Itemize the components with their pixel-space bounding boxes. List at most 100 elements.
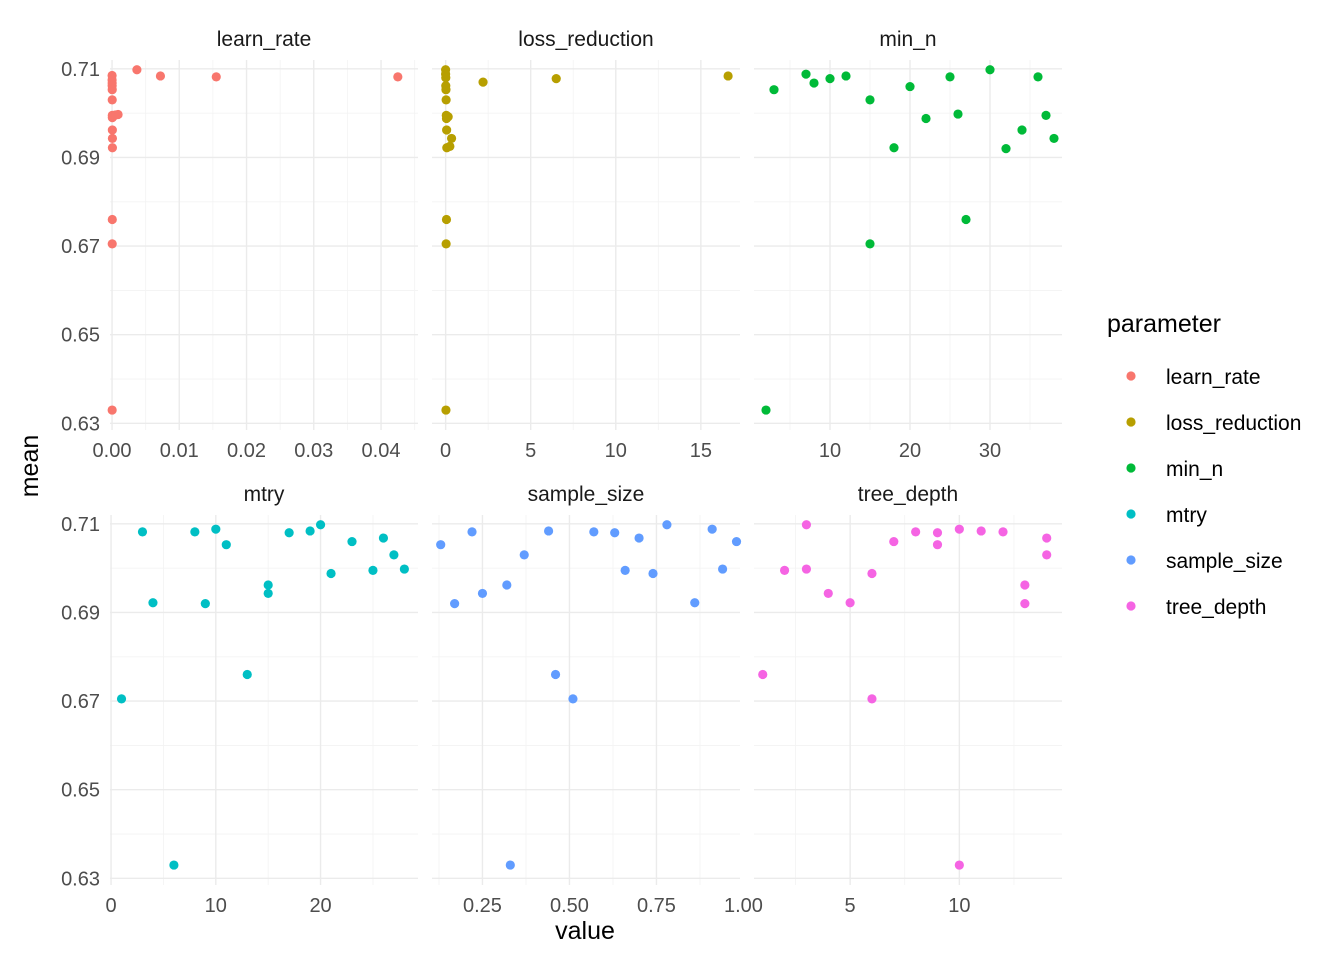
data-point xyxy=(441,214,452,225)
x-tick-label: 0.50 xyxy=(550,895,589,917)
data-point xyxy=(662,520,672,530)
data-point xyxy=(148,598,158,608)
data-point xyxy=(200,599,210,609)
data-point xyxy=(399,564,409,574)
legend-label: mtry xyxy=(1166,504,1207,527)
data-point xyxy=(443,112,453,122)
facet-strip-label: learn_rate xyxy=(217,28,312,51)
y-tick-label: 0.67 xyxy=(61,236,100,258)
y-tick-label: 0.65 xyxy=(61,780,100,802)
facet-strip-label: tree_depth xyxy=(858,483,958,506)
data-point xyxy=(889,143,899,153)
data-point xyxy=(961,214,971,225)
legend-label: learn_rate xyxy=(1166,366,1261,389)
y-tick-label: 0.69 xyxy=(61,602,100,624)
legend-key xyxy=(1126,417,1136,427)
data-point xyxy=(1042,533,1052,543)
data-point xyxy=(393,72,403,82)
data-point xyxy=(1033,72,1043,82)
legend-title: parameter xyxy=(1107,310,1221,338)
x-tick-label: 0 xyxy=(440,440,451,462)
data-point xyxy=(505,860,515,870)
data-point xyxy=(867,694,877,704)
x-tick-label: 0.00 xyxy=(93,440,132,462)
data-point xyxy=(905,81,915,92)
x-tick-label: 0.25 xyxy=(463,895,502,917)
y-tick-label: 0.71 xyxy=(61,514,100,536)
data-point xyxy=(998,527,1008,537)
data-point xyxy=(368,565,378,575)
data-point xyxy=(945,72,955,82)
data-point xyxy=(378,533,389,543)
data-point xyxy=(1041,110,1051,120)
y-tick-label: 0.63 xyxy=(61,868,100,890)
data-point xyxy=(502,580,512,590)
legend-key xyxy=(1126,555,1136,565)
data-point xyxy=(550,669,561,680)
data-point xyxy=(441,239,451,249)
x-tick-label: 0 xyxy=(105,895,116,917)
legend-key xyxy=(1126,601,1136,611)
x-tick-label: 0.02 xyxy=(227,440,266,462)
y-tick-label: 0.71 xyxy=(61,59,100,81)
data-point xyxy=(107,95,117,105)
data-point xyxy=(543,526,554,536)
facet-strip-label: mtry xyxy=(244,483,285,506)
x-tick-label: 0.03 xyxy=(294,440,333,462)
data-point xyxy=(284,528,294,538)
data-point xyxy=(589,527,599,537)
x-tick-label: 10 xyxy=(605,440,627,462)
data-point xyxy=(445,141,455,152)
x-tick-label: 20 xyxy=(309,895,331,917)
facet-panel-learn_rate: 0.63 0.65 0.67 0.69 0.71 0.00 0.01 0.02 0.03 0.04… xyxy=(61,28,418,462)
legend-label: tree_depth xyxy=(1166,596,1266,619)
data-point xyxy=(107,214,117,225)
data-point xyxy=(690,598,700,608)
data-point xyxy=(132,65,142,75)
data-point xyxy=(911,527,921,537)
y-axis-title: mean xyxy=(16,435,44,498)
data-point xyxy=(211,72,221,82)
legend-label: loss_reduction xyxy=(1166,412,1301,435)
data-point xyxy=(1049,133,1059,144)
facet-panel-tree_depth: 5 10 tree_depth xyxy=(754,483,1062,917)
data-point xyxy=(841,71,851,81)
data-point xyxy=(954,860,964,870)
data-point xyxy=(155,71,166,81)
data-point xyxy=(731,536,742,547)
data-point xyxy=(389,550,399,560)
panels-layer: 0.63 0.65 0.67 0.69 0.71 0.00 0.01 0.02 0.03 0.04… xyxy=(61,28,1062,917)
facet-panel-loss_reduction: 0 5 10 15 loss_reduction xyxy=(432,28,740,462)
data-point xyxy=(441,95,451,105)
y-tick-label: 0.65 xyxy=(61,325,100,347)
data-point xyxy=(436,540,446,550)
data-point xyxy=(169,860,179,870)
data-point xyxy=(620,565,630,575)
data-point xyxy=(442,125,452,135)
x-tick-label: 0.04 xyxy=(362,440,401,462)
data-point xyxy=(1042,550,1052,560)
data-point xyxy=(954,524,964,534)
y-tick-label: 0.69 xyxy=(61,147,100,169)
x-tick-label: 10 xyxy=(205,895,227,917)
data-point xyxy=(801,520,812,530)
data-point xyxy=(865,95,875,105)
data-point xyxy=(985,65,995,75)
x-tick-label: 0.75 xyxy=(637,895,676,917)
legend: parameter learn_rate loss_reduction min_nm… xyxy=(1107,310,1301,619)
data-point xyxy=(779,565,790,575)
data-point xyxy=(107,405,117,415)
data-point xyxy=(441,85,451,95)
data-point xyxy=(113,109,123,120)
facet-strip-label: sample_size xyxy=(528,483,645,506)
data-point xyxy=(953,109,963,119)
data-point xyxy=(932,528,943,538)
data-point xyxy=(326,568,336,579)
data-point xyxy=(723,71,733,81)
data-point xyxy=(976,526,986,536)
data-point xyxy=(263,580,273,590)
data-point xyxy=(769,85,779,95)
data-point xyxy=(107,143,118,153)
data-point xyxy=(648,568,658,579)
y-tick-label: 0.67 xyxy=(61,691,100,713)
